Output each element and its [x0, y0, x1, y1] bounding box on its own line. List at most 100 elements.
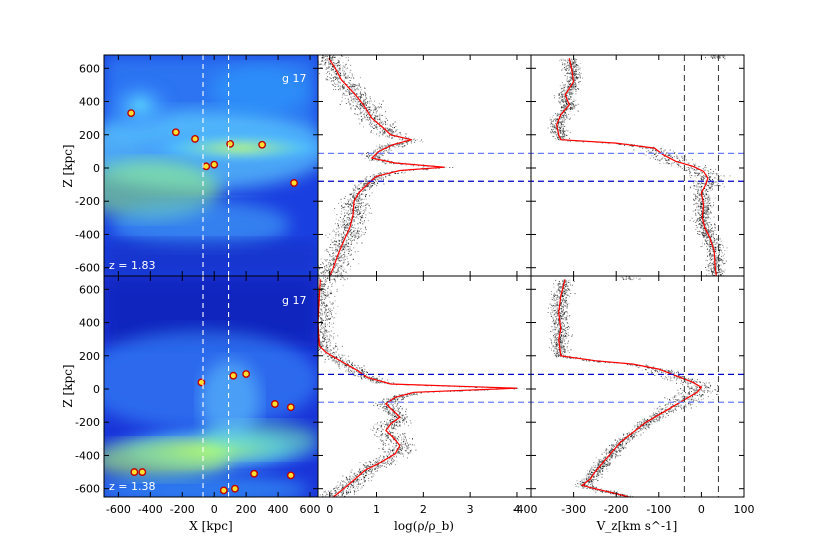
- velocity-point: [719, 257, 721, 259]
- density-point: [370, 207, 371, 209]
- velocity-point: [564, 113, 566, 115]
- density-point: [385, 122, 387, 124]
- density-point: [353, 99, 355, 101]
- velocity-point: [552, 124, 554, 126]
- density-point: [380, 404, 382, 406]
- density-point: [407, 395, 409, 397]
- velocity-point: [564, 68, 566, 70]
- velocity-point: [709, 187, 711, 189]
- density-point: [332, 351, 334, 353]
- velocity-point: [571, 84, 573, 86]
- density-point: [410, 141, 412, 143]
- map-clump-1-0: [197, 378, 206, 387]
- velocity-point: [560, 58, 562, 60]
- velocity-point: [665, 153, 667, 155]
- velocity-point: [561, 117, 563, 119]
- density-point: [420, 392, 422, 394]
- density-point: [336, 255, 338, 257]
- velocity-point: [673, 152, 675, 154]
- density-point: [325, 260, 327, 262]
- velocity-point: [574, 79, 575, 81]
- velocity-point: [702, 203, 703, 205]
- density-point: [360, 199, 362, 201]
- density-point: [353, 239, 355, 241]
- velocity-point: [688, 168, 690, 170]
- velocity-point: [563, 107, 565, 109]
- velocity-point: [624, 145, 626, 146]
- density-point: [370, 179, 372, 181]
- density-point: [362, 213, 364, 214]
- density-point: [339, 88, 341, 90]
- density-point: [348, 92, 350, 94]
- velocity-point: [560, 111, 562, 113]
- velocity-point: [697, 203, 698, 205]
- density-point: [339, 71, 341, 73]
- density-point: [336, 263, 338, 265]
- density-point: [362, 193, 364, 195]
- density-point: [366, 117, 368, 119]
- density-point: [353, 230, 355, 232]
- density-point: [358, 472, 360, 474]
- density-point: [329, 339, 331, 341]
- density-point: [346, 217, 348, 219]
- velocity-point: [564, 90, 566, 92]
- velocity-point: [702, 197, 704, 199]
- velocity-point: [582, 141, 584, 143]
- density-point: [367, 181, 369, 183]
- velocity-point: [557, 133, 559, 135]
- density-point: [348, 368, 350, 370]
- density-point: [383, 132, 385, 133]
- density-point: [391, 462, 393, 464]
- velocity-point: [681, 168, 683, 170]
- density-point: [321, 58, 323, 60]
- velocity-point: [698, 224, 700, 226]
- density-point: [388, 413, 389, 415]
- velocity-point: [698, 174, 700, 176]
- velocity-point: [645, 147, 647, 149]
- density-point: [365, 180, 367, 182]
- density-point: [401, 171, 403, 173]
- velocity-point: [712, 244, 714, 246]
- density-point: [354, 189, 356, 191]
- velocity-point: [711, 235, 713, 237]
- density-point: [370, 109, 371, 111]
- density-point: [387, 455, 389, 457]
- velocity-point: [665, 154, 667, 156]
- density-point: [392, 145, 394, 146]
- density-point: [356, 209, 358, 211]
- velocity-point: [555, 123, 556, 125]
- density-point: [349, 488, 351, 490]
- density-point: [345, 271, 347, 273]
- density-point: [324, 296, 326, 298]
- density-point: [385, 149, 387, 151]
- velocity-point: [565, 94, 567, 96]
- density-point: [322, 60, 323, 62]
- velocity-point: [569, 63, 571, 65]
- velocity-point: [712, 244, 714, 246]
- density-point: [388, 447, 390, 449]
- velocity-point: [699, 186, 701, 188]
- velocity-point: [563, 135, 564, 137]
- velocity-point: [710, 254, 712, 256]
- velocity-point: [563, 96, 565, 98]
- density-point: [350, 84, 351, 86]
- velocity-point: [560, 97, 562, 99]
- density-point: [355, 199, 357, 201]
- density-point: [369, 100, 370, 102]
- velocity-point: [693, 187, 695, 189]
- velocity-point: [704, 169, 706, 171]
- velocity-point: [676, 156, 677, 157]
- density-point: [351, 212, 352, 214]
- density-point: [402, 139, 404, 141]
- velocity-point: [678, 163, 680, 165]
- density-point: [319, 304, 321, 306]
- density-point: [354, 209, 355, 211]
- density-point: [385, 175, 387, 177]
- density-point: [396, 442, 398, 444]
- density-point: [386, 424, 388, 426]
- density-point: [360, 115, 362, 117]
- velocity-point: [708, 174, 709, 176]
- density-point: [373, 120, 374, 122]
- velocity-point: [694, 195, 696, 197]
- density-point: [356, 214, 358, 216]
